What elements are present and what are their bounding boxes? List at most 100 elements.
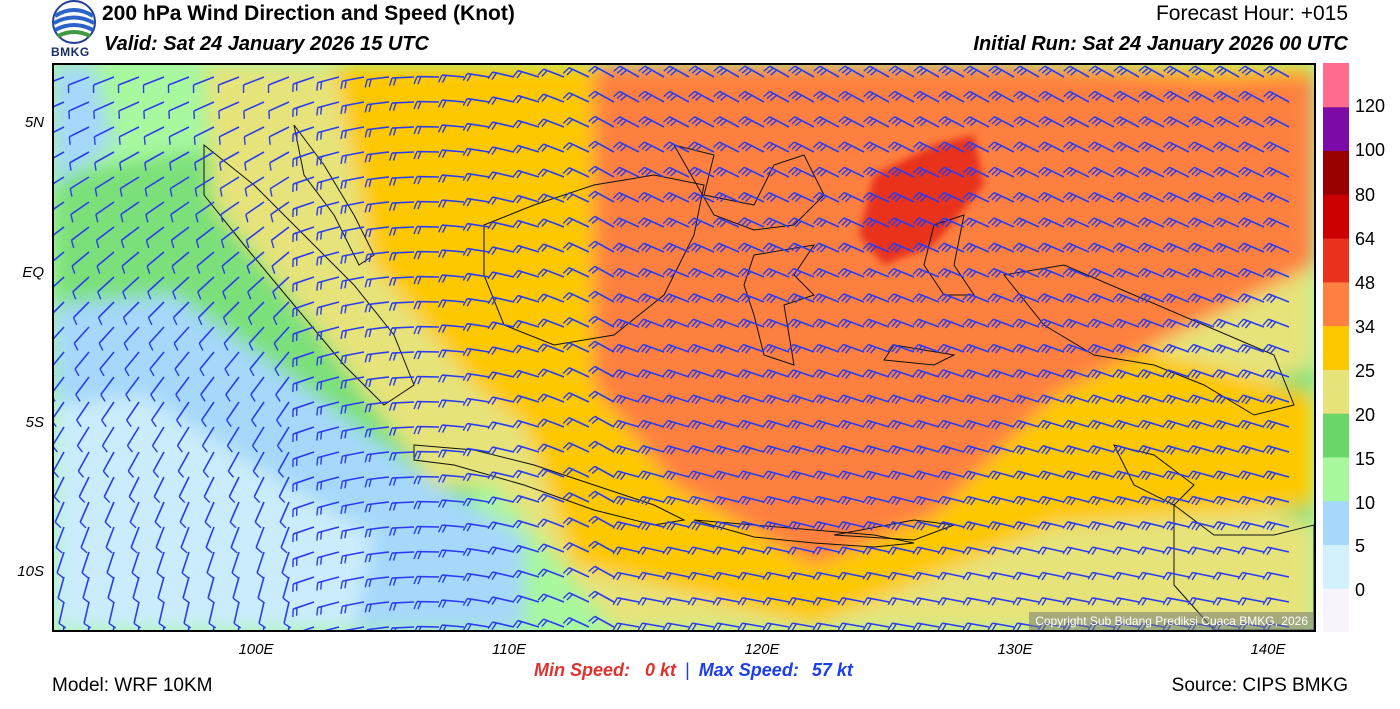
- wind-barb-feather: [837, 546, 844, 555]
- wind-barb-feather: [1066, 446, 1073, 454]
- wind-barb-feather: [666, 345, 673, 353]
- wind-barb-feather: [388, 102, 393, 111]
- wind-barb-feather: [912, 318, 919, 326]
- wind-barb-feather: [175, 394, 181, 402]
- wind-barb-feather: [995, 321, 1002, 329]
- wind-barb-feather: [512, 145, 519, 153]
- wind-barb-feather: [344, 405, 347, 414]
- wind-barb-feather: [716, 598, 722, 606]
- wind-barb-feather: [766, 623, 772, 630]
- wind-barb-feather: [941, 598, 947, 606]
- wind-barb-feather: [364, 429, 368, 438]
- wind-barb-feather: [820, 422, 827, 430]
- wind-barb-feather: [866, 118, 874, 125]
- wind-barb-feather: [1070, 397, 1077, 405]
- wind-barb-feather: [388, 227, 393, 236]
- wind-barb-feather: [368, 278, 372, 288]
- wind-barb-feather: [1162, 217, 1170, 225]
- wind-barb-feather: [716, 269, 723, 277]
- wind-barb-feather: [816, 598, 822, 606]
- wind-barb-feather: [616, 522, 623, 530]
- wind-barb-feather: [1166, 143, 1174, 150]
- wind-barb-feather: [541, 445, 548, 452]
- wind-barb-feather: [937, 521, 944, 529]
- wind-barb-feather: [745, 498, 751, 506]
- wind-barb: [244, 176, 265, 190]
- wind-barb-feather: [1270, 472, 1276, 481]
- wind-barb-feather: [1012, 597, 1018, 605]
- wind-barb-feather: [816, 143, 824, 150]
- wind-barb-feather: [273, 342, 279, 351]
- wind-barb-feather: [1112, 420, 1119, 428]
- wind-barb-feather: [866, 320, 873, 328]
- wind-barb: [54, 326, 65, 340]
- wind-barb-feather: [102, 470, 110, 478]
- wind-barb-feather: [392, 577, 397, 586]
- wind-barb-feather: [487, 171, 494, 180]
- wind-barb-feather: [1237, 597, 1243, 605]
- wind-barb-feather: [1091, 547, 1097, 556]
- wind-barb-feather: [437, 299, 443, 308]
- wind-barb-feather: [938, 65, 946, 72]
- wind-barb-feather: [962, 217, 970, 225]
- wind-barb-feather: [988, 116, 996, 123]
- wind-barb-feather: [645, 296, 652, 304]
- wind-barb-feather: [770, 220, 777, 228]
- wind-barb-feather: [1016, 320, 1023, 328]
- wind-barb-feather: [941, 547, 947, 556]
- wind-barb-feather: [762, 572, 769, 580]
- wind-barb-feather: [246, 265, 251, 274]
- wind-barb-feather: [991, 497, 998, 505]
- wind-barb-feather: [1212, 141, 1220, 148]
- wind-barb-feather: [562, 242, 570, 249]
- wind-barb-feather: [770, 472, 776, 481]
- wind-barb-feather: [691, 67, 699, 74]
- colorbar-label-34: 34: [1355, 317, 1376, 337]
- wind-barb-feather: [368, 578, 372, 588]
- wind-barb-feather: [962, 242, 970, 250]
- wind-barb-feather: [712, 445, 719, 453]
- wind-barb-feather: [101, 445, 108, 453]
- wind-barb-feather: [1091, 421, 1098, 429]
- wind-barb-feather: [766, 522, 773, 530]
- wind-barb-feather: [816, 395, 823, 404]
- wind-barb-feather: [1163, 116, 1171, 123]
- wind-barb-feather: [491, 72, 498, 80]
- wind-barb: [280, 526, 290, 548]
- wind-barb-feather: [895, 94, 903, 101]
- wind-barb-feather: [991, 118, 999, 125]
- wind-barb-feather: [766, 547, 772, 556]
- wind-barb-feather: [645, 447, 652, 455]
- wind-barb-feather: [1041, 269, 1048, 277]
- wind-barb-feather: [437, 324, 443, 333]
- wind-barb-feather: [1012, 166, 1020, 174]
- wind-barb-feather: [616, 143, 624, 150]
- wind-barb-feather: [787, 496, 794, 504]
- wind-barb-feather: [1091, 168, 1099, 176]
- wind-barb-feather: [491, 422, 498, 430]
- wind-barb: [75, 401, 90, 421]
- wind-barb: [247, 301, 265, 319]
- wind-barb-feather: [252, 470, 260, 478]
- wind-barb-feather: [641, 370, 648, 378]
- wind-barb-feather: [368, 78, 372, 88]
- wind-barb-feather: [276, 419, 282, 428]
- wind-barb-feather: [1020, 523, 1026, 531]
- wind-barb: [199, 351, 215, 370]
- wind-barb-feather: [970, 145, 977, 152]
- wind-barb-feather: [1137, 369, 1144, 377]
- wind-barb-feather: [912, 597, 918, 605]
- wind-barb-feather: [1141, 168, 1149, 176]
- wind-barb-feather: [1041, 118, 1049, 125]
- wind-barb-feather: [512, 420, 519, 428]
- wind-barb-feather: [720, 69, 728, 76]
- wind-barb-feather: [466, 198, 472, 207]
- wind-barb: [71, 251, 90, 267]
- wind-barb-feather: [737, 420, 744, 428]
- wind-barb: [133, 601, 140, 624]
- wind-barb-feather: [388, 202, 393, 211]
- wind-barb-feather: [491, 397, 498, 405]
- wind-barb-feather: [895, 321, 902, 329]
- wind-barb-feather: [895, 69, 903, 76]
- wind-barb-feather: [1241, 421, 1248, 429]
